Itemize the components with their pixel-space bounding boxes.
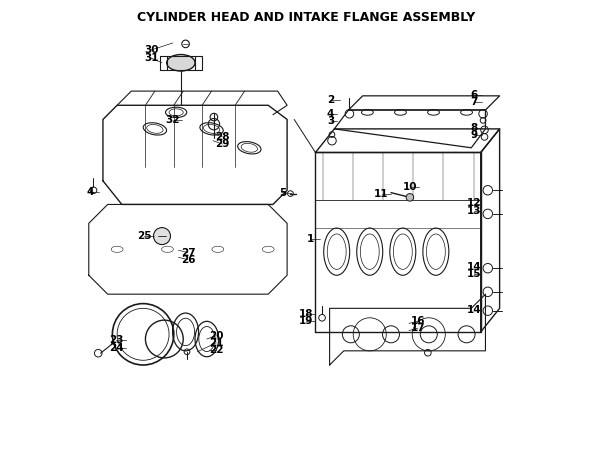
Text: 16: 16: [411, 316, 425, 326]
Text: 9: 9: [470, 130, 477, 140]
Text: 25: 25: [137, 231, 152, 241]
Text: 3: 3: [327, 116, 334, 126]
Text: 12: 12: [466, 199, 481, 209]
Text: 26: 26: [181, 255, 195, 265]
Text: 28: 28: [215, 132, 230, 142]
Text: 31: 31: [144, 53, 159, 63]
Text: 8: 8: [470, 123, 477, 133]
Text: 21: 21: [209, 338, 223, 348]
Text: 7: 7: [470, 97, 477, 107]
Text: 4: 4: [86, 187, 94, 197]
Text: 11: 11: [375, 189, 389, 199]
Text: 22: 22: [209, 345, 223, 355]
Text: 2: 2: [327, 95, 334, 104]
Text: 30: 30: [144, 45, 159, 55]
Text: 6: 6: [470, 90, 477, 100]
Text: 24: 24: [109, 342, 124, 352]
Text: 10: 10: [403, 181, 417, 191]
Text: 29: 29: [215, 139, 230, 149]
Text: 14: 14: [466, 305, 481, 315]
Text: 19: 19: [299, 316, 313, 326]
Text: 5: 5: [278, 188, 286, 198]
Text: 4: 4: [327, 109, 334, 119]
Text: 18: 18: [299, 309, 313, 319]
Circle shape: [154, 228, 171, 245]
Text: CYLINDER HEAD AND INTAKE FLANGE ASSEMBLY: CYLINDER HEAD AND INTAKE FLANGE ASSEMBLY: [137, 11, 475, 24]
Ellipse shape: [166, 55, 195, 71]
Text: 17: 17: [411, 323, 425, 333]
Circle shape: [406, 194, 414, 201]
Text: 13: 13: [466, 206, 481, 216]
Text: 14: 14: [466, 262, 481, 272]
Text: 27: 27: [181, 247, 195, 257]
Text: 1: 1: [307, 234, 315, 244]
Text: 23: 23: [109, 335, 124, 345]
Text: 20: 20: [209, 331, 223, 341]
Text: 32: 32: [166, 115, 180, 125]
Text: 15: 15: [466, 269, 481, 279]
